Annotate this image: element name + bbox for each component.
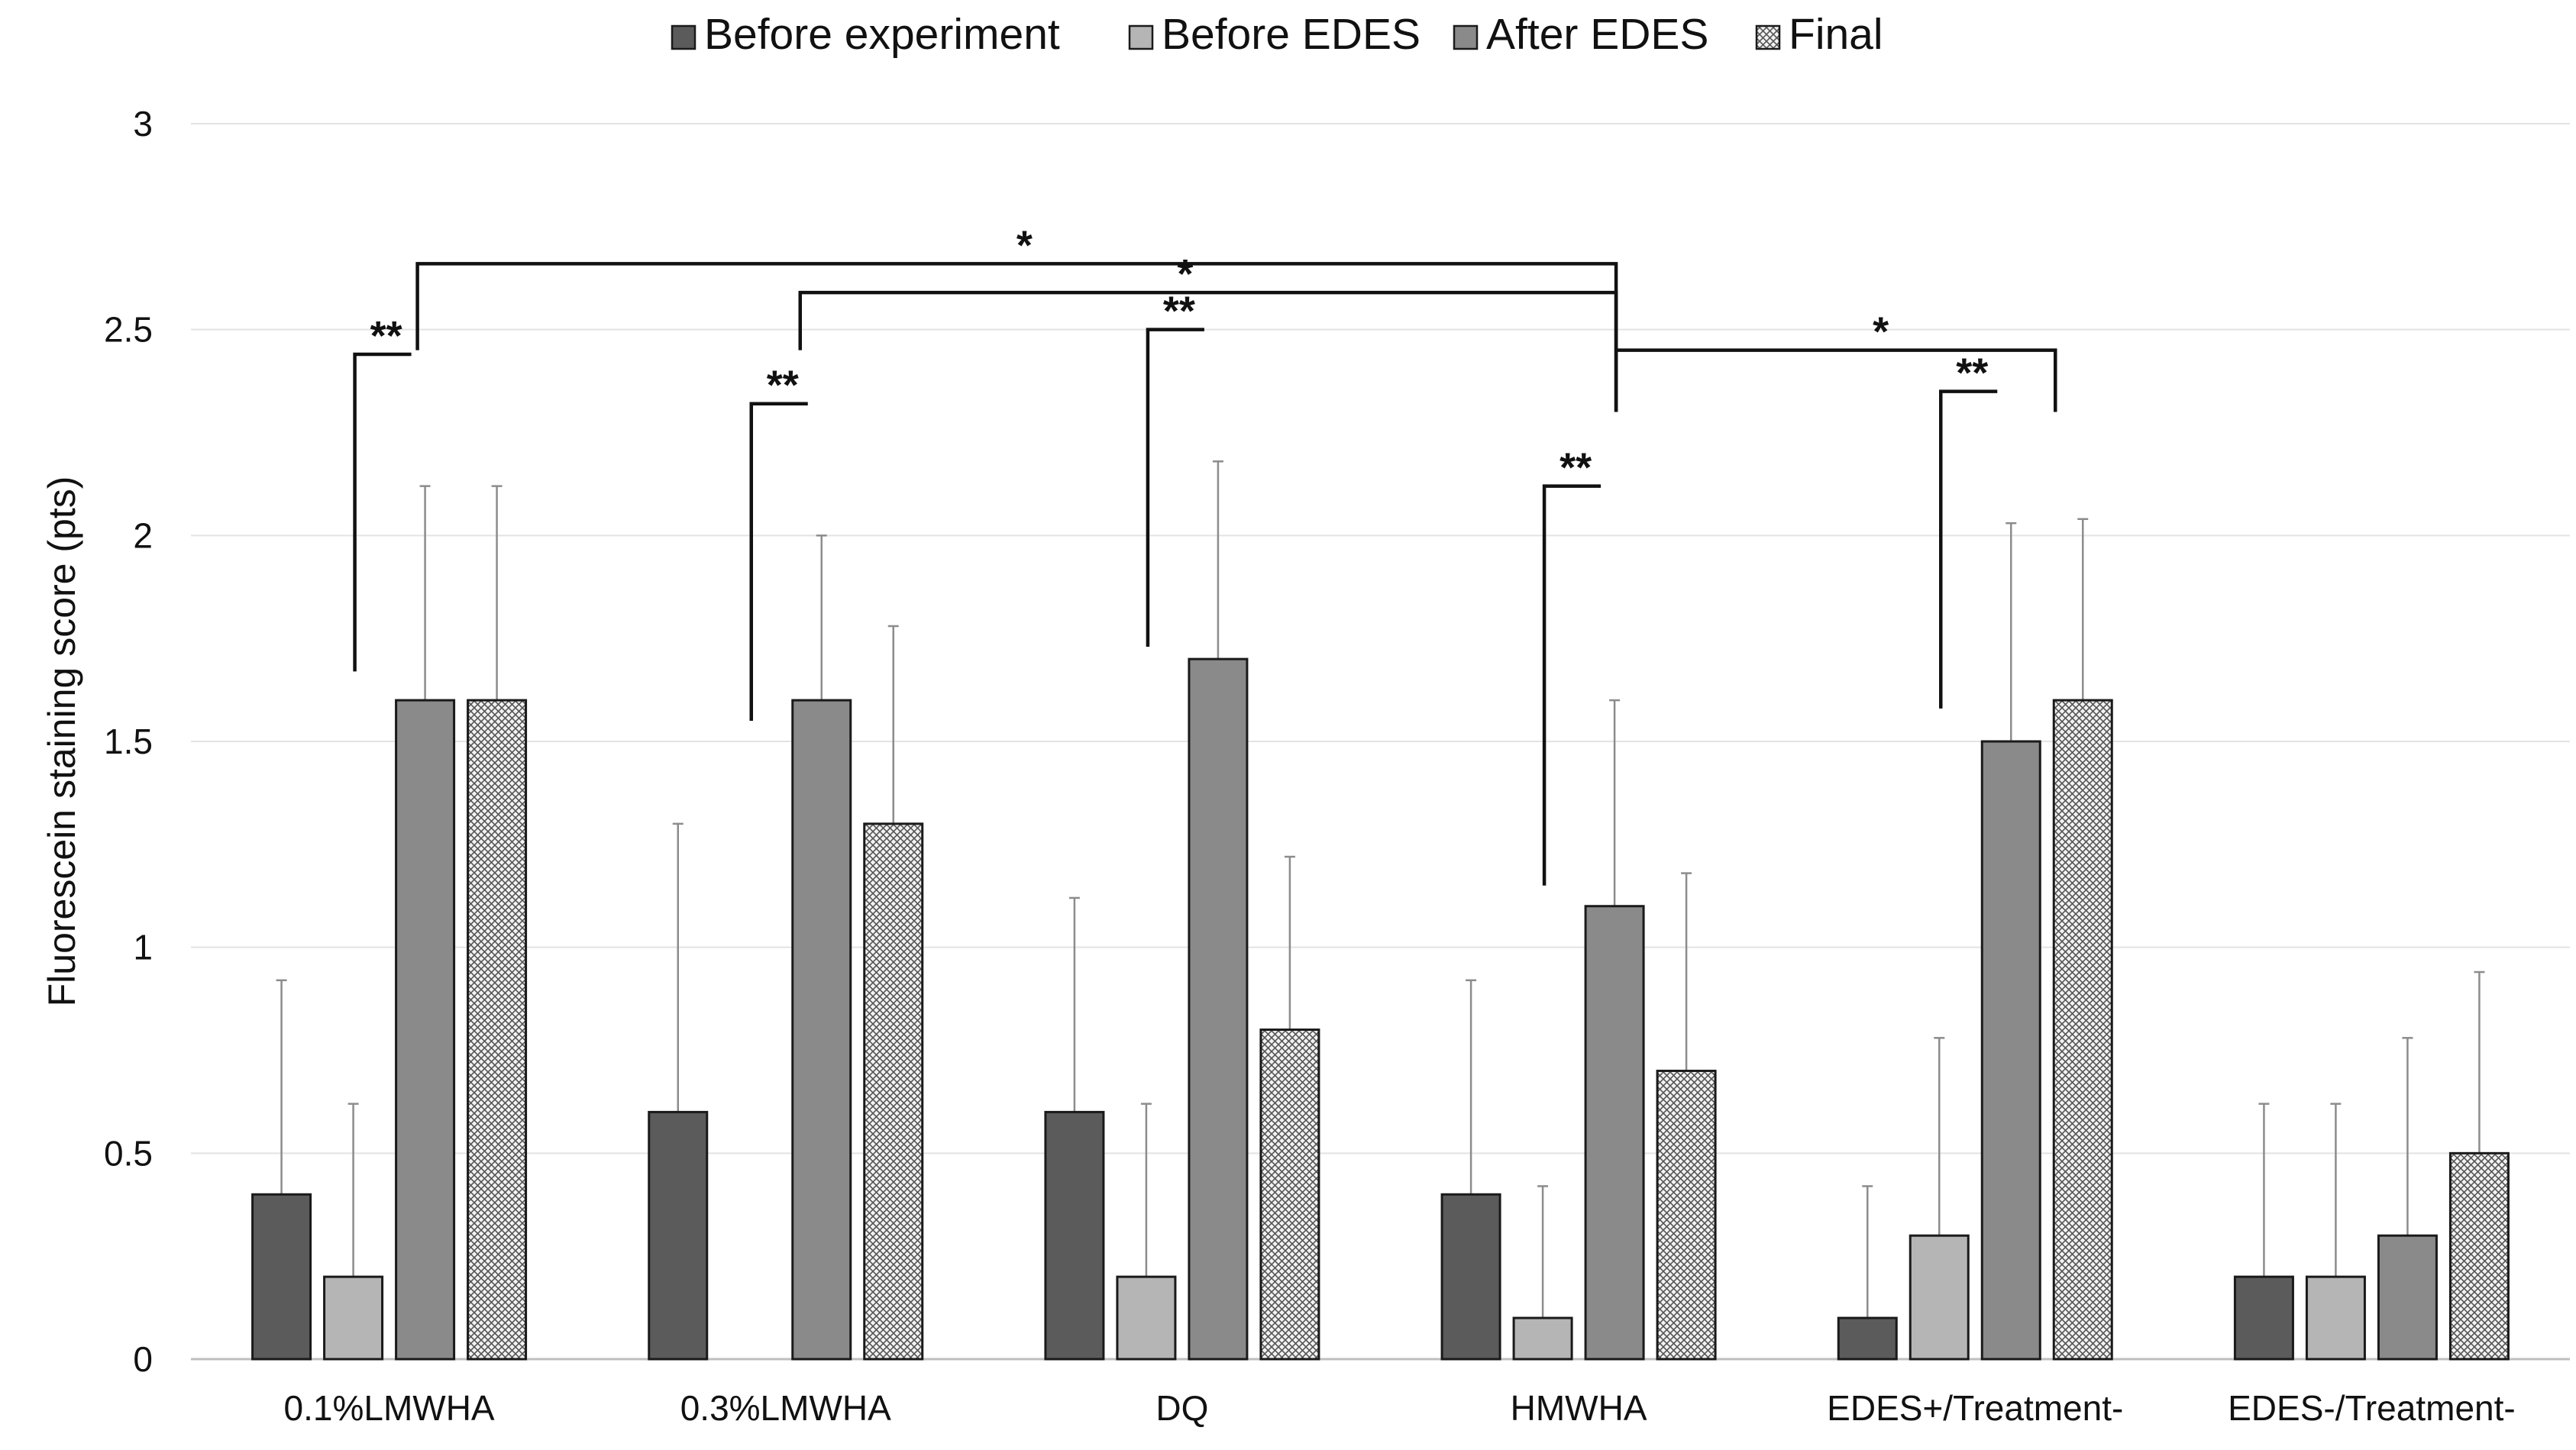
category-label: 0.3%LMWHA [680,1388,891,1428]
category-label: EDES-/Treatment- [2228,1388,2516,1428]
bar [1980,740,2041,1361]
y-tick-label: 0.5 [104,1133,153,1173]
significance-bracket [1542,484,1602,886]
legend-swatch [1453,24,1479,50]
significance-bracket [353,352,412,672]
error-bars [276,460,2485,1319]
significance-label: ** [1956,350,1988,396]
y-tick-label: 3 [133,104,153,144]
gridlines [191,123,2570,1361]
y-tick-label: 1 [133,928,153,967]
significance-bracket [1146,328,1204,647]
y-tick-label: 2.5 [104,310,153,350]
legend-swatch [1128,24,1154,50]
significance-label: * [1017,222,1033,268]
legend: Before experiment Before EDES After EDES Fi… [671,10,1883,59]
bar [1116,1275,1177,1361]
significance-label: ** [1559,445,1592,491]
bar [1837,1316,1898,1361]
significance-bracket [749,402,808,722]
category-label: DQ [1155,1388,1208,1428]
significance-bracket [415,262,1618,412]
category-label: 0.1%LMWHA [284,1388,495,1428]
bar [2448,1151,2510,1361]
bar [648,1110,709,1361]
bar [1440,1193,1501,1361]
significance-bracket [1614,348,2057,412]
bar [395,699,456,1361]
significance-label: ** [370,313,402,359]
bar [2052,699,2113,1361]
legend-label: After EDES [1486,10,1708,59]
bars [251,657,2510,1361]
bar [2377,1234,2438,1361]
x-axis-labels: 0.1%LMWHA 0.3%LMWHA DQ HMWHA EDES+/Treatment… [284,1388,2516,1428]
significance-bracket [1939,389,1998,709]
legend-swatch [671,24,697,50]
legend-label: Final [1789,10,1883,59]
significance-label: ** [1163,289,1195,334]
y-tick-label: 2 [133,515,153,555]
bar [323,1275,384,1361]
y-tick-label: 1.5 [104,722,153,761]
bar [1656,1069,1717,1361]
bar [467,699,528,1361]
bar [791,699,852,1361]
legend-label: Before EDES [1162,10,1421,59]
bar [1512,1316,1573,1361]
significance-bracket [798,290,1618,412]
bar [863,822,924,1361]
y-tick-label: 0 [133,1339,153,1379]
category-label: EDES+/Treatment- [1827,1388,2123,1428]
significance-label: * [1177,251,1193,297]
significance-label: * [1873,309,1889,355]
bar [2305,1275,2366,1361]
bar [251,1193,312,1361]
bar [1188,657,1249,1361]
category-label: HMWHA [1511,1388,1647,1428]
y-axis: 0 0.5 1 1.5 2 2.5 3 Fluorescein staining score … [40,104,153,1379]
legend-swatch [1755,24,1781,50]
bar [1584,905,1645,1361]
bar [2233,1275,2294,1361]
bar [1259,1029,1320,1361]
bar [1044,1110,1105,1361]
bar [1909,1234,1970,1361]
significance-label: ** [767,363,799,409]
legend-label: Before experiment [704,10,1060,59]
significance-brackets: ************* [353,222,2057,886]
y-axis-title: Fluorescein staining score (pts) [40,476,83,1007]
